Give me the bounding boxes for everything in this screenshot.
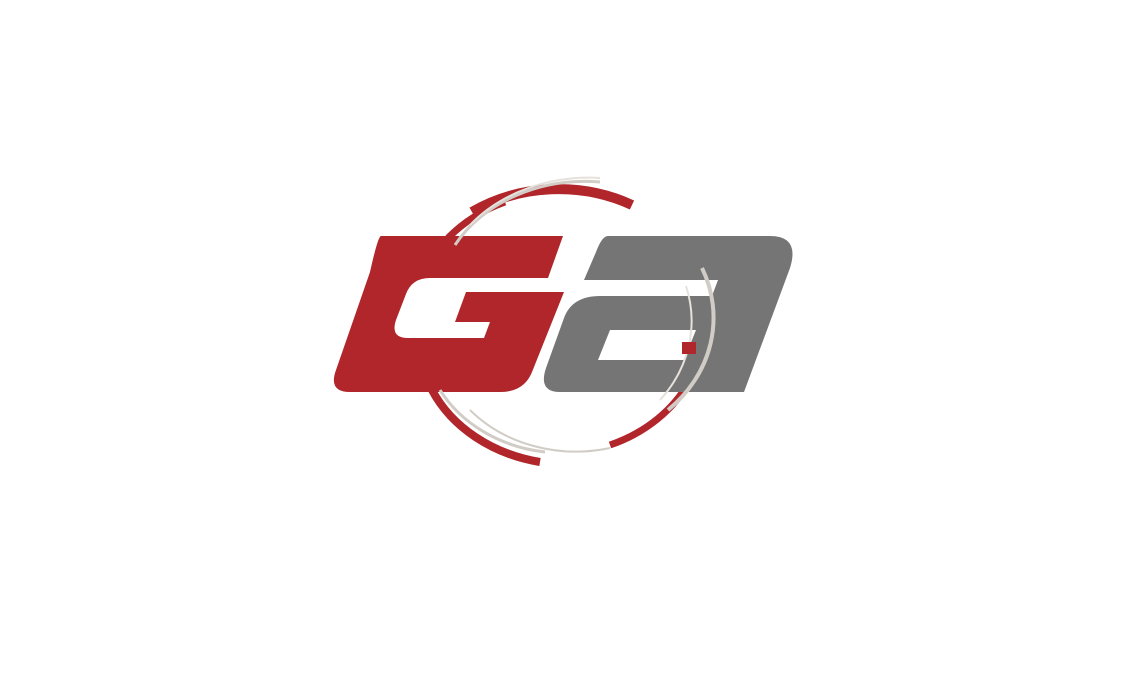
letter-a-shape xyxy=(543,236,793,392)
ring-light-swoosh xyxy=(438,176,716,454)
letter-g-shape xyxy=(333,236,564,392)
red-accent-mark xyxy=(682,342,696,354)
